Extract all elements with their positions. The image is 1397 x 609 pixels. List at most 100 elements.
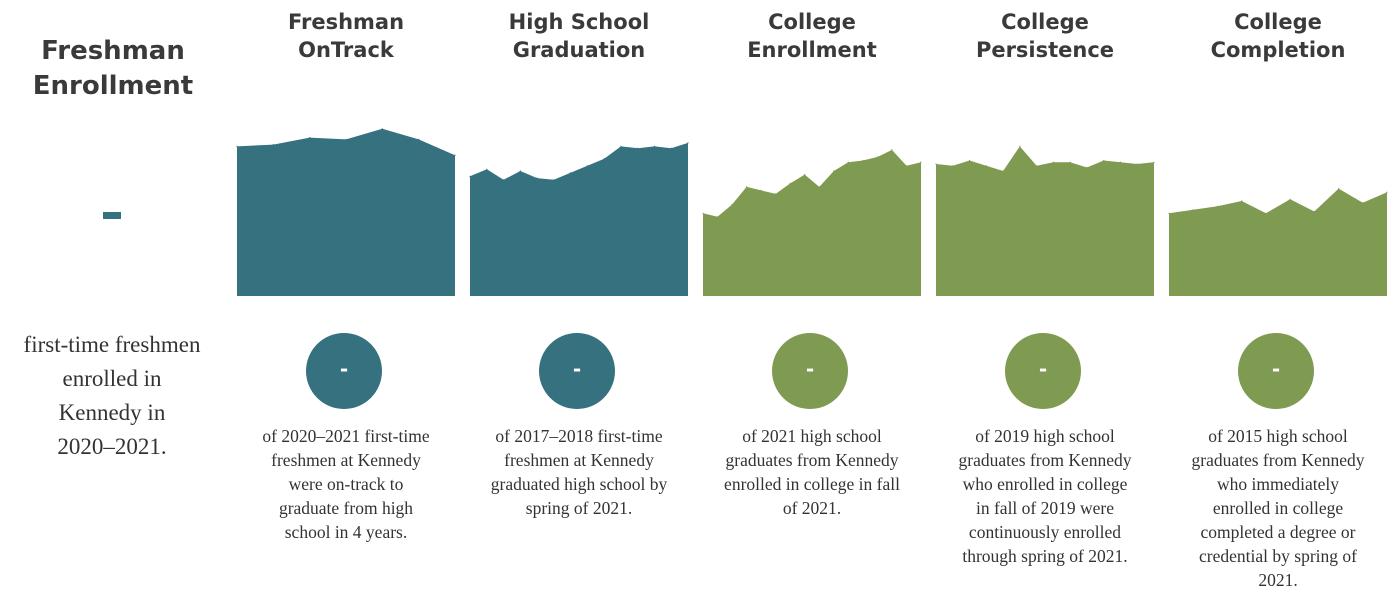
- metric-description-line: completed a degree or: [1200, 522, 1356, 542]
- metric-description: of 2021 high school graduates from Kenned…: [691, 424, 933, 520]
- metric-description-line: graduated high school by: [490, 474, 668, 494]
- area-point: [1192, 209, 1194, 211]
- area-point: [1216, 205, 1218, 207]
- area-point: [702, 212, 704, 214]
- area-point: [1241, 200, 1243, 202]
- area-point: [536, 177, 538, 179]
- metric-title: Freshman OnTrack: [221, 8, 471, 64]
- metric-description-line: of 2021.: [782, 498, 842, 518]
- freshman-enrollment-title: Freshman Enrollment: [8, 34, 218, 104]
- metric-title-line2: OnTrack: [298, 38, 394, 62]
- area-point: [818, 186, 820, 188]
- metric-title: College Completion: [1153, 8, 1397, 64]
- area-point: [968, 159, 971, 162]
- metric-title-line1: College: [1001, 10, 1089, 34]
- area-point: [985, 165, 987, 167]
- value-text: -: [1038, 357, 1048, 381]
- area-point: [775, 193, 777, 195]
- freshman-desc-line1: first-time freshmen: [23, 332, 201, 357]
- area-point: [1019, 145, 1021, 147]
- area-point: [905, 165, 908, 167]
- area-point: [746, 186, 748, 188]
- area-chart-freshman-ontrack: [236, 128, 456, 296]
- area-series: [1169, 188, 1387, 296]
- value-circle: -: [772, 333, 848, 409]
- area-point: [833, 170, 835, 172]
- freshman-desc-line4: 2020–2021.: [57, 434, 167, 459]
- metric-description-line: of 2017–2018 first-time: [495, 426, 663, 446]
- area-point: [1036, 165, 1038, 167]
- area-point: [603, 158, 605, 160]
- area-point: [653, 145, 656, 147]
- metric-column-college-completion: College Completion - of 2015 high school…: [1168, 0, 1388, 609]
- area-point: [586, 165, 588, 167]
- metric-title-line2: Completion: [1210, 38, 1346, 62]
- metric-description-line: graduate from high: [278, 498, 414, 518]
- area-point: [381, 128, 383, 130]
- metric-title-line2: Enrollment: [747, 38, 877, 62]
- metric-description-line: who enrolled in college: [962, 474, 1128, 494]
- area-point: [876, 156, 878, 158]
- area-point: [637, 147, 639, 149]
- metric-description-line: enrolled in college: [1212, 498, 1344, 518]
- metric-description-line: of 2020–2021 first-time: [262, 426, 430, 446]
- area-point: [670, 147, 672, 149]
- freshman-title-line1: Freshman: [41, 36, 185, 66]
- metric-description-line: graduates from Kennedy: [725, 450, 899, 470]
- area-point: [1289, 198, 1291, 200]
- area-point: [1362, 202, 1364, 204]
- value-circle: -: [306, 333, 382, 409]
- area-point: [570, 172, 572, 174]
- area-point: [687, 142, 689, 144]
- area-point: [1386, 191, 1388, 193]
- area-point: [620, 145, 622, 147]
- area-point: [731, 203, 733, 206]
- area-point: [862, 159, 864, 162]
- metric-description-line: spring of 2021.: [525, 498, 633, 518]
- area-point: [345, 138, 347, 140]
- area-point: [502, 179, 505, 181]
- metric-description-line: of 2019 high school: [975, 426, 1115, 446]
- metric-description-line: graduates from Kennedy: [1191, 450, 1365, 470]
- metric-title: High School Graduation: [454, 8, 704, 64]
- metric-description: of 2020–2021 first-time freshmen at Kenne…: [225, 424, 467, 544]
- value-text: -: [572, 357, 582, 381]
- area-series: [703, 149, 921, 296]
- metric-description-line: continuously enrolled: [968, 522, 1122, 542]
- area-point: [519, 170, 521, 172]
- area-chart-college-enrollment: [702, 149, 922, 296]
- area-series: [936, 146, 1154, 296]
- metric-title-line2: Graduation: [512, 38, 646, 62]
- freshman-desc-line2: enrolled in: [62, 366, 162, 391]
- area-point: [1069, 161, 1071, 163]
- metric-description-line: through spring of 2021.: [962, 546, 1128, 566]
- metric-description-line: school in 4 years.: [284, 522, 408, 542]
- metric-column-college-persistence: College Persistence - of 2019 high schoo…: [935, 0, 1155, 609]
- metric-description: of 2017–2018 first-time freshmen at Kenne…: [458, 424, 700, 520]
- area-chart-high-school-graduation: [469, 142, 689, 296]
- area-point: [1153, 161, 1155, 163]
- area-point: [309, 137, 311, 139]
- metric-description-line: of 2021 high school: [742, 426, 882, 446]
- metric-description-line: enrolled in college in fall: [724, 474, 900, 494]
- metric-description-line: credential by spring of: [1199, 546, 1357, 566]
- area-point: [1265, 212, 1267, 214]
- metric-title-line1: High School: [508, 10, 650, 34]
- area-point: [1119, 161, 1122, 163]
- value-circle: -: [1238, 333, 1314, 409]
- area-point: [920, 161, 922, 163]
- area-point: [847, 161, 849, 163]
- metric-description: of 2019 high school graduates from Kenned…: [924, 424, 1166, 568]
- area-chart-college-completion: [1168, 188, 1388, 296]
- metric-description-line: who immediately: [1217, 474, 1339, 494]
- area-point: [1052, 161, 1054, 163]
- metric-description-line: in fall of 2019 were: [975, 498, 1114, 518]
- area-point: [486, 168, 488, 170]
- area-point: [716, 216, 719, 218]
- freshman-enrollment-value-dash: [103, 206, 121, 219]
- area-point: [1338, 188, 1340, 190]
- area-point: [418, 138, 420, 140]
- area-chart-college-persistence: [935, 145, 1155, 296]
- freshman-title-line2: Enrollment: [32, 71, 194, 101]
- area-point: [272, 144, 274, 146]
